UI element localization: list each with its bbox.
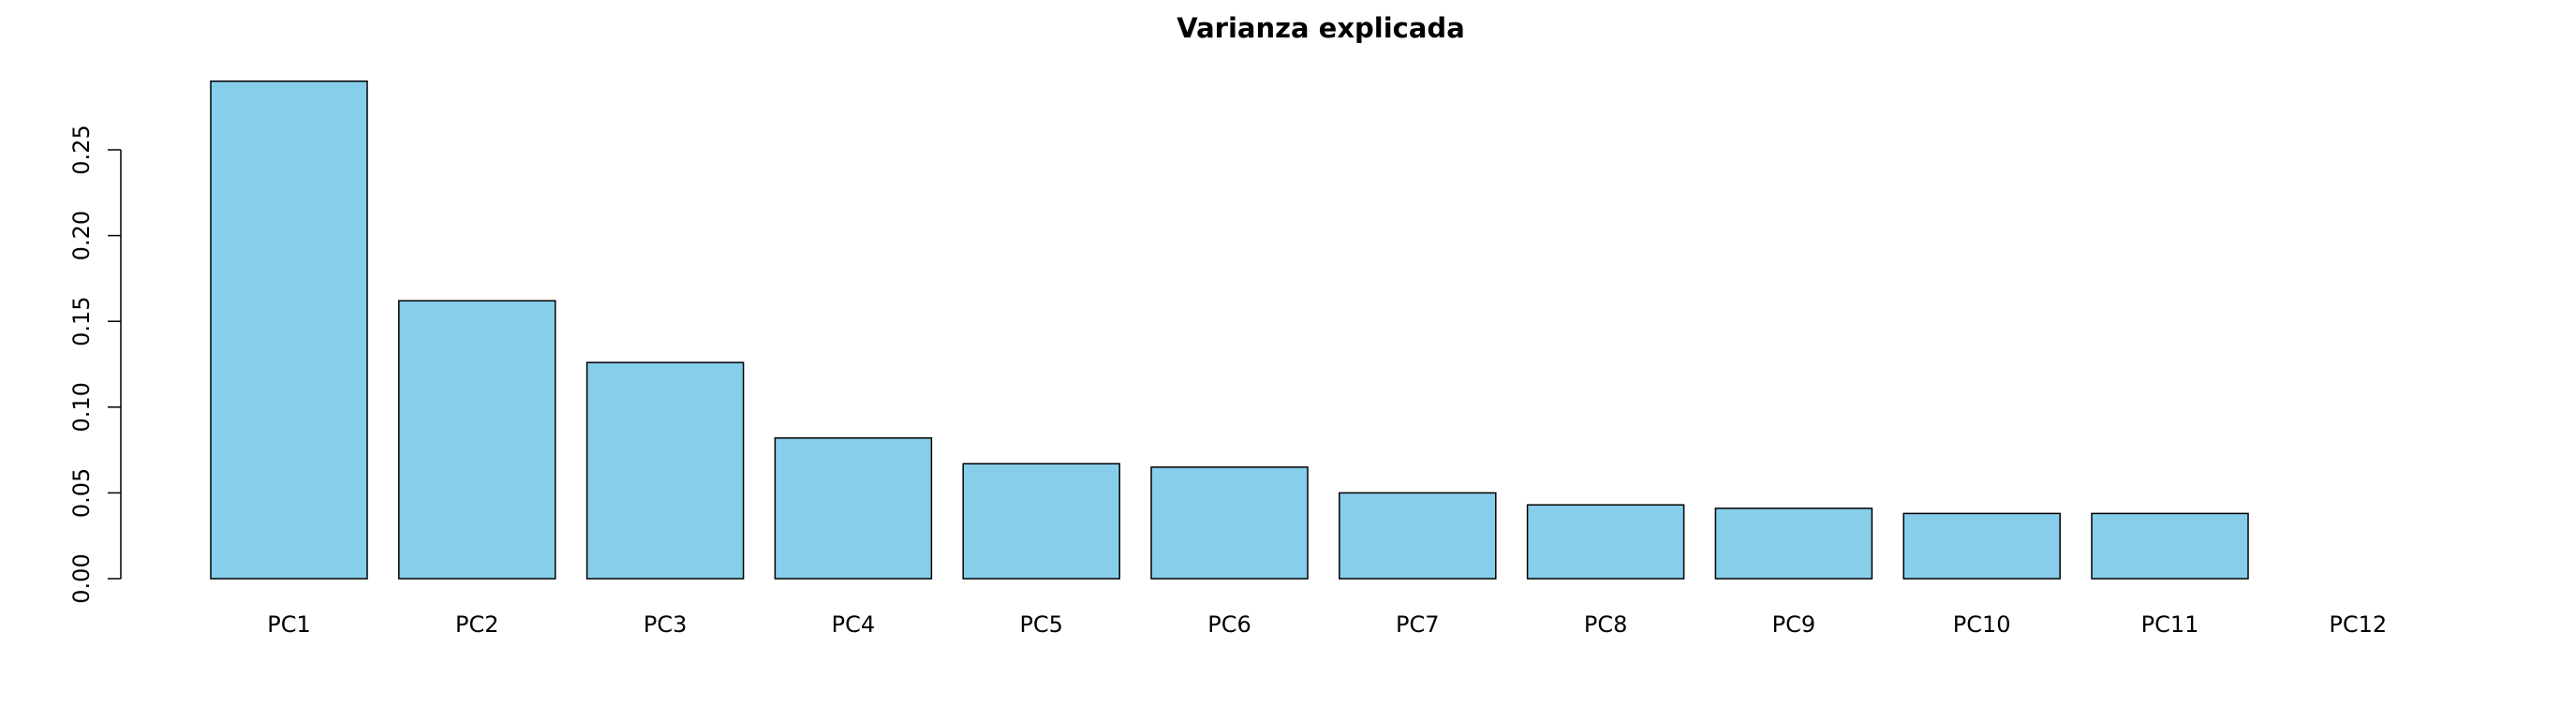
bar-pc4 — [774, 437, 933, 580]
x-tick-label: PC2 — [455, 611, 499, 638]
bar-pc5 — [962, 463, 1120, 580]
y-tick-label: 0.10 — [68, 382, 95, 432]
x-tick-label: PC10 — [1953, 611, 2011, 638]
y-tick-label: 0.20 — [68, 211, 95, 260]
bar-pc2 — [398, 300, 556, 580]
x-tick-label: PC9 — [1772, 611, 1816, 638]
x-tick-label: PC6 — [1207, 611, 1251, 638]
x-tick-label: PC11 — [2141, 611, 2199, 638]
y-tick-label: 0.15 — [68, 296, 95, 346]
y-tick-label: 0.00 — [68, 553, 95, 603]
x-tick-label: PC4 — [832, 611, 876, 638]
bar-pc11 — [2091, 512, 2249, 580]
x-tick-label: PC8 — [1584, 611, 1628, 638]
x-tick-label: PC12 — [2329, 611, 2387, 638]
bar-pc3 — [585, 361, 745, 580]
bar-pc10 — [1902, 512, 2061, 580]
bar-pc7 — [1339, 492, 1497, 580]
bar-pc6 — [1150, 466, 1309, 580]
x-tick-label: PC3 — [644, 611, 688, 638]
bar-pc1 — [210, 80, 368, 580]
bar-pc8 — [1526, 504, 1685, 580]
x-axis-labels: PC1 PC2 PC3 PC4 PC5 PC6 PC7 PC8 PC9 PC10 PC11 PC12 — [267, 611, 2387, 638]
bars-group — [210, 80, 2249, 580]
y-tick-label: 0.05 — [68, 468, 95, 518]
y-axis: 0.00 0.05 0.10 0.15 0.20 0.25 — [68, 125, 122, 604]
y-tick-label: 0.25 — [68, 125, 95, 174]
chart-title: Varianza explicada — [1177, 12, 1465, 44]
bar-pc9 — [1714, 507, 1873, 580]
x-tick-label: PC1 — [267, 611, 311, 638]
x-tick-label: PC7 — [1396, 611, 1440, 638]
x-tick-label: PC5 — [1019, 611, 1063, 638]
